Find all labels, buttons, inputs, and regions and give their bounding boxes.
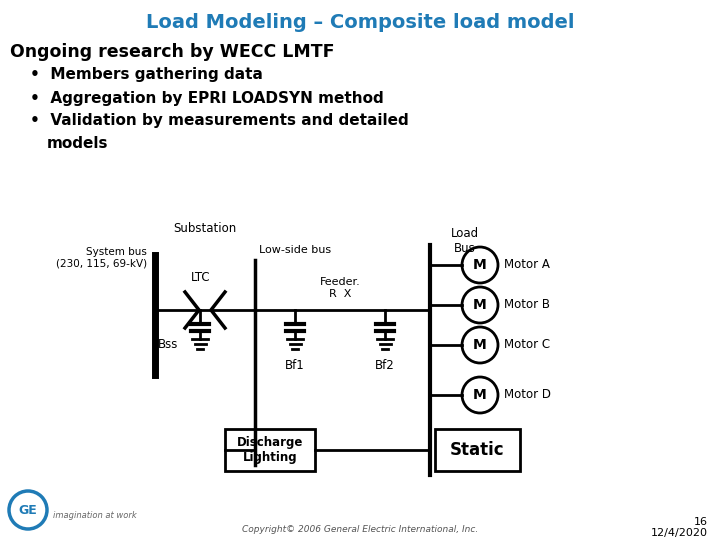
Text: GE: GE bbox=[19, 503, 37, 516]
Text: imagination at work: imagination at work bbox=[53, 511, 137, 521]
Text: Motor A: Motor A bbox=[504, 259, 550, 272]
Text: Load Modeling – Composite load model: Load Modeling – Composite load model bbox=[145, 12, 575, 31]
Text: models: models bbox=[47, 136, 109, 151]
Text: LTC: LTC bbox=[192, 271, 211, 284]
Text: Static: Static bbox=[450, 441, 505, 459]
Text: •  Members gathering data: • Members gathering data bbox=[30, 68, 263, 83]
Text: Low-side bus: Low-side bus bbox=[259, 245, 331, 255]
Text: Discharge
Lighting: Discharge Lighting bbox=[237, 436, 303, 464]
Text: Motor B: Motor B bbox=[504, 299, 550, 312]
Text: Substation: Substation bbox=[174, 221, 237, 234]
Text: Load
Bus: Load Bus bbox=[451, 227, 479, 255]
Text: Bf1: Bf1 bbox=[285, 359, 305, 372]
Text: Motor C: Motor C bbox=[504, 339, 550, 352]
Bar bbox=[435, 429, 520, 471]
Text: Motor D: Motor D bbox=[504, 388, 551, 402]
Text: 12/4/2020: 12/4/2020 bbox=[651, 528, 708, 538]
Text: Bf2: Bf2 bbox=[375, 359, 395, 372]
Text: M: M bbox=[473, 298, 487, 312]
Text: •  Aggregation by EPRI LOADSYN method: • Aggregation by EPRI LOADSYN method bbox=[30, 91, 384, 105]
Text: M: M bbox=[473, 388, 487, 402]
Text: •  Validation by measurements and detailed: • Validation by measurements and detaile… bbox=[30, 113, 409, 129]
Bar bbox=[225, 429, 315, 471]
Text: Copyright© 2006 General Electric International, Inc.: Copyright© 2006 General Electric Interna… bbox=[242, 525, 478, 535]
Text: 16: 16 bbox=[694, 517, 708, 527]
Text: M: M bbox=[473, 338, 487, 352]
Text: M: M bbox=[473, 258, 487, 272]
Text: Feeder.
R  X: Feeder. R X bbox=[320, 277, 361, 299]
Text: Ongoing research by WECC LMTF: Ongoing research by WECC LMTF bbox=[10, 43, 335, 61]
Text: System bus
(230, 115, 69-kV): System bus (230, 115, 69-kV) bbox=[56, 247, 147, 268]
Text: Bss: Bss bbox=[158, 339, 178, 352]
